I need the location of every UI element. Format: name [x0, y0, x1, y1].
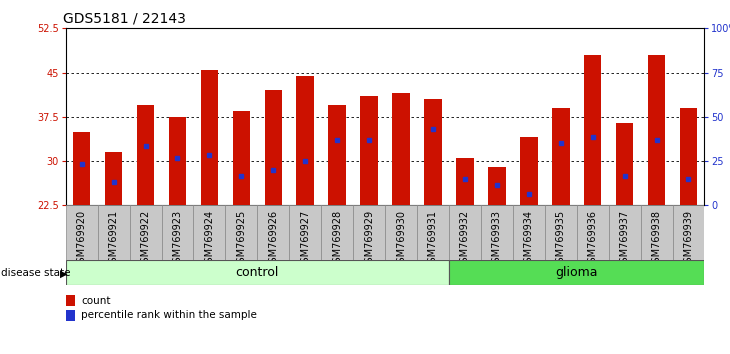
Bar [289, 205, 321, 260]
Bar [417, 205, 449, 260]
Bar [201, 70, 218, 205]
Text: GSM769922: GSM769922 [141, 210, 150, 269]
Text: GSM769937: GSM769937 [620, 210, 629, 269]
Bar [98, 205, 130, 260]
Text: GSM769930: GSM769930 [396, 210, 406, 269]
Text: disease state: disease state [1, 268, 71, 278]
Bar [130, 205, 161, 260]
Text: GDS5181 / 22143: GDS5181 / 22143 [63, 12, 185, 26]
Text: GSM769925: GSM769925 [237, 210, 246, 269]
Text: count: count [81, 296, 110, 306]
Bar [680, 108, 697, 205]
Bar [353, 205, 385, 260]
Text: GSM769928: GSM769928 [332, 210, 342, 269]
Text: GSM769921: GSM769921 [109, 210, 118, 269]
Bar [257, 205, 289, 260]
Bar [105, 152, 123, 205]
Bar [456, 158, 474, 205]
Bar [361, 96, 378, 205]
Text: percentile rank within the sample: percentile rank within the sample [81, 310, 257, 320]
Bar [169, 117, 186, 205]
Text: GSM769936: GSM769936 [588, 210, 598, 269]
Bar [161, 205, 193, 260]
Bar [672, 205, 704, 260]
Bar [616, 123, 634, 205]
Bar [66, 205, 98, 260]
Bar [233, 111, 250, 205]
Bar [552, 108, 569, 205]
Bar [193, 205, 226, 260]
Bar [488, 167, 506, 205]
Bar [66, 260, 449, 285]
Text: control: control [236, 266, 279, 279]
Bar [545, 205, 577, 260]
Bar [296, 75, 314, 205]
Bar [385, 205, 417, 260]
Text: GSM769920: GSM769920 [77, 210, 87, 269]
Bar [648, 55, 665, 205]
Text: GSM769926: GSM769926 [269, 210, 278, 269]
Bar [73, 132, 91, 205]
Bar [577, 205, 609, 260]
Text: GSM769931: GSM769931 [428, 210, 438, 269]
Text: GSM769927: GSM769927 [300, 210, 310, 269]
Bar [449, 260, 704, 285]
Text: ▶: ▶ [60, 268, 67, 278]
Bar [641, 205, 672, 260]
Bar [137, 105, 154, 205]
Text: GSM769923: GSM769923 [172, 210, 182, 269]
Bar [321, 205, 353, 260]
Bar [226, 205, 257, 260]
Bar [512, 205, 545, 260]
Text: GSM769929: GSM769929 [364, 210, 374, 269]
Text: GSM769933: GSM769933 [492, 210, 502, 269]
Text: glioma: glioma [556, 266, 598, 279]
Bar [481, 205, 512, 260]
Bar [520, 137, 537, 205]
Bar [609, 205, 641, 260]
Bar [264, 90, 282, 205]
Bar [328, 105, 346, 205]
Bar [424, 99, 442, 205]
Text: GSM769924: GSM769924 [204, 210, 215, 269]
Bar [392, 93, 410, 205]
Text: GSM769938: GSM769938 [652, 210, 661, 269]
Bar [449, 205, 481, 260]
Text: GSM769934: GSM769934 [524, 210, 534, 269]
Text: GSM769932: GSM769932 [460, 210, 470, 269]
Text: GSM769939: GSM769939 [683, 210, 694, 269]
Bar [584, 55, 602, 205]
Text: GSM769935: GSM769935 [556, 210, 566, 269]
